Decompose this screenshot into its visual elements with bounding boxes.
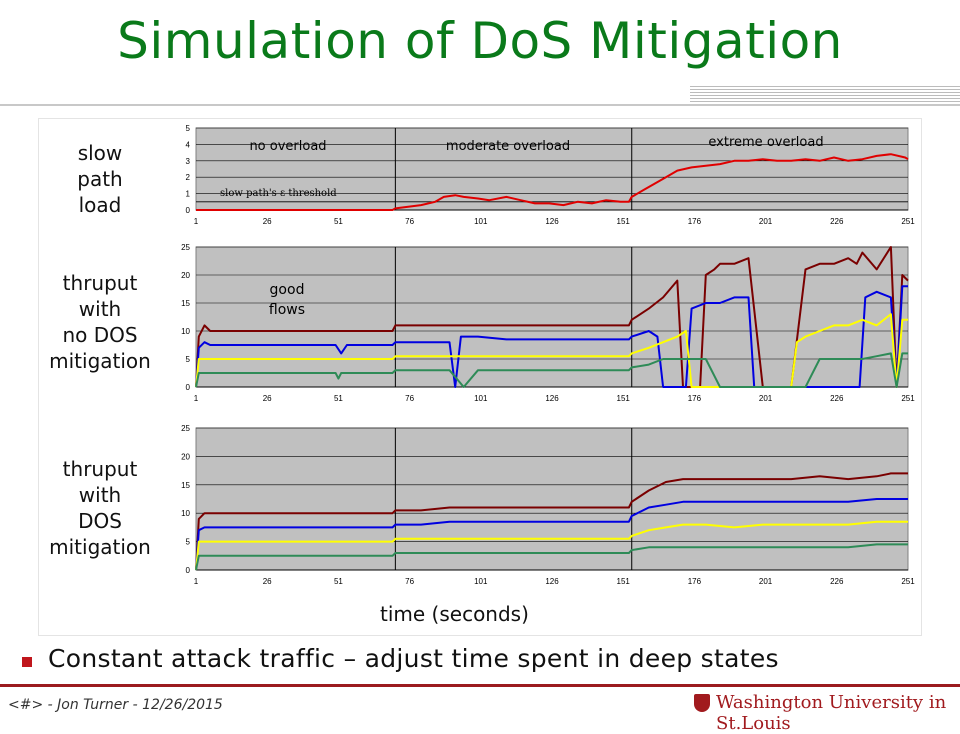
series-line xyxy=(195,543,908,571)
x-tick-label: 1 xyxy=(194,577,199,586)
phase-label: extreme overload xyxy=(708,135,823,150)
x-tick-label: 126 xyxy=(545,577,559,586)
bullet-icon xyxy=(22,657,32,667)
phase-label: no overload xyxy=(249,139,326,154)
row-label-slow-path-load: slow path load xyxy=(30,140,170,218)
footer-text: <#> - Jon Turner - 12/26/2015 xyxy=(8,697,223,713)
x-tick-label: 176 xyxy=(688,217,702,226)
y-tick-label: 1 xyxy=(186,190,191,199)
x-tick-label: 76 xyxy=(405,217,414,226)
row-label-line: with xyxy=(78,483,122,507)
row-label-dos-mitigation: thruput with DOS mitigation xyxy=(30,456,170,560)
x-tick-label: 226 xyxy=(830,577,844,586)
x-tick-label: 201 xyxy=(759,577,773,586)
series-line xyxy=(195,520,908,571)
y-tick-label: 5 xyxy=(186,124,191,133)
threshold-annotation: slow path's ε threshold xyxy=(220,188,337,199)
x-tick-label: 1 xyxy=(194,394,199,403)
x-tick-label: 126 xyxy=(545,217,559,226)
bullet-text: Constant attack traffic – adjust time sp… xyxy=(48,644,779,673)
phase-label: moderate overload xyxy=(446,139,570,154)
row-label-line: path xyxy=(77,167,123,191)
x-tick-label: 126 xyxy=(545,394,559,403)
decorative-stripe xyxy=(690,86,960,102)
y-tick-label: 4 xyxy=(186,140,191,149)
x-tick-label: 1 xyxy=(194,217,199,226)
x-tick-label: 151 xyxy=(617,217,631,226)
row-label-line: slow xyxy=(77,141,123,165)
series-line xyxy=(195,498,908,571)
y-tick-label: 20 xyxy=(181,271,190,280)
row-label-line: no DOS xyxy=(62,323,138,347)
row-label-line: with xyxy=(78,297,122,321)
x-tick-label: 151 xyxy=(617,577,631,586)
shield-icon xyxy=(694,694,710,712)
x-tick-label: 51 xyxy=(334,394,343,403)
x-tick-label: 101 xyxy=(474,217,488,226)
x-tick-label: 26 xyxy=(263,577,272,586)
y-tick-label: 3 xyxy=(186,157,191,166)
plot-area xyxy=(195,246,909,388)
x-tick-label: 201 xyxy=(759,217,773,226)
row-label-line: mitigation xyxy=(49,535,151,559)
x-tick-label: 201 xyxy=(759,394,773,403)
x-tick-label: 51 xyxy=(334,217,343,226)
series-line xyxy=(195,313,908,388)
x-tick-label: 226 xyxy=(830,217,844,226)
x-tick-label: 26 xyxy=(263,217,272,226)
y-tick-label: 2 xyxy=(186,173,191,182)
x-tick-label: 251 xyxy=(901,577,915,586)
x-tick-label: 26 xyxy=(263,394,272,403)
series-line xyxy=(195,472,908,571)
y-tick-label: 10 xyxy=(181,509,190,518)
row-label-line: thruput xyxy=(62,457,138,481)
y-tick-label: 25 xyxy=(181,424,190,433)
y-tick-label: 15 xyxy=(181,481,190,490)
y-tick-label: 0 xyxy=(186,566,191,575)
good-flows-annotation: good xyxy=(270,282,305,298)
x-tick-label: 51 xyxy=(334,577,343,586)
slide-title: Simulation of DoS Mitigation xyxy=(117,12,843,70)
x-tick-label: 251 xyxy=(901,394,915,403)
y-tick-label: 5 xyxy=(186,355,191,364)
row-label-line: mitigation xyxy=(49,349,151,373)
series-line xyxy=(196,153,909,211)
x-tick-label: 76 xyxy=(405,577,414,586)
plot-area xyxy=(195,427,909,571)
x-tick-label: 76 xyxy=(405,394,414,403)
x-axis-title: time (seconds) xyxy=(380,602,529,626)
x-tick-label: 101 xyxy=(474,394,488,403)
row-label-line: thruput xyxy=(62,271,138,295)
footer-rule xyxy=(0,684,960,687)
y-tick-label: 10 xyxy=(181,327,190,336)
footer xyxy=(0,692,960,720)
x-tick-label: 176 xyxy=(688,577,702,586)
y-tick-label: 20 xyxy=(181,452,190,461)
row-label-line: DOS xyxy=(78,509,122,533)
plot-area xyxy=(195,127,909,211)
row-label-line: load xyxy=(78,193,122,217)
row-label-no-dos-mitigation: thruput with no DOS mitigation xyxy=(30,270,170,374)
series-line xyxy=(195,352,908,388)
x-tick-label: 226 xyxy=(830,394,844,403)
y-tick-label: 5 xyxy=(186,538,191,547)
title-divider xyxy=(0,104,960,106)
y-tick-label: 25 xyxy=(181,243,190,252)
x-tick-label: 176 xyxy=(688,394,702,403)
y-tick-label: 15 xyxy=(181,299,190,308)
x-tick-label: 251 xyxy=(901,217,915,226)
logo-text: Washington University in St.Louis xyxy=(716,692,947,734)
good-flows-annotation: flows xyxy=(269,302,305,318)
x-tick-label: 101 xyxy=(474,577,488,586)
y-tick-label: 0 xyxy=(186,206,191,215)
series-line xyxy=(195,285,908,388)
x-tick-label: 151 xyxy=(617,394,631,403)
y-tick-label: 0 xyxy=(186,383,191,392)
